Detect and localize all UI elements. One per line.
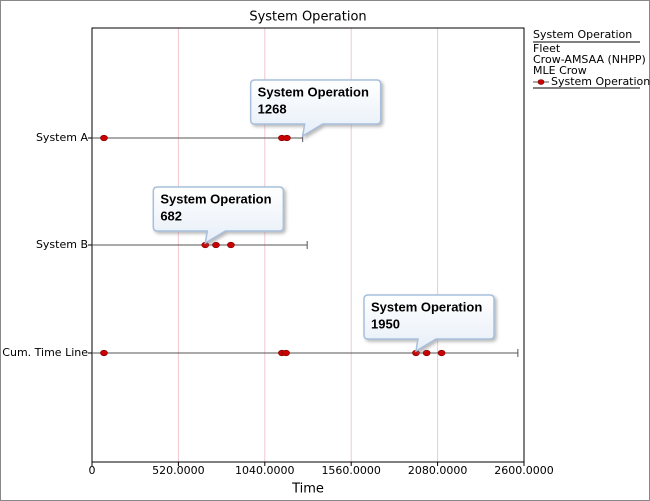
legend-title: System Operation — [533, 28, 632, 41]
event-point — [437, 349, 446, 357]
callout-value: 682 — [160, 208, 182, 223]
callout-title: System Operation — [371, 299, 482, 314]
event-point — [100, 349, 108, 357]
callout-value: 1950 — [371, 316, 400, 331]
callout-title: System Operation — [160, 191, 271, 206]
y-tick-label: System A — [36, 131, 89, 144]
x-tick-label: 0 — [89, 464, 96, 477]
legend-item: Crow-AMSAA (NHPP) — [533, 53, 646, 66]
callout — [152, 186, 285, 245]
x-tick-label: 2600.0000 — [494, 464, 554, 477]
event-point — [212, 241, 220, 249]
callout-value: 1268 — [258, 101, 287, 116]
x-tick-label: 1040.0000 — [235, 464, 295, 477]
legend-swatch — [537, 79, 545, 85]
callout — [363, 294, 495, 353]
legend-series: System Operation — [551, 75, 650, 88]
event-point — [227, 241, 235, 249]
x-axis-label: Time — [291, 482, 324, 497]
x-tick-label: 1560.0000 — [321, 464, 381, 477]
x-tick-label: 2080.0000 — [408, 464, 468, 477]
event-point — [283, 134, 291, 142]
event-point — [100, 134, 108, 142]
event-point — [422, 349, 431, 357]
callout-title: System Operation — [258, 84, 369, 99]
legend-item: Fleet — [533, 42, 561, 55]
legend-item: MLE Crow — [533, 64, 587, 77]
event-point — [282, 349, 290, 357]
x-tick-label: 520.0000 — [152, 464, 205, 477]
y-tick-label: System B — [36, 238, 88, 251]
y-tick-label: Cum. Time Line — [2, 346, 88, 359]
callout — [249, 79, 382, 138]
chart-title: System Operation — [249, 10, 366, 25]
